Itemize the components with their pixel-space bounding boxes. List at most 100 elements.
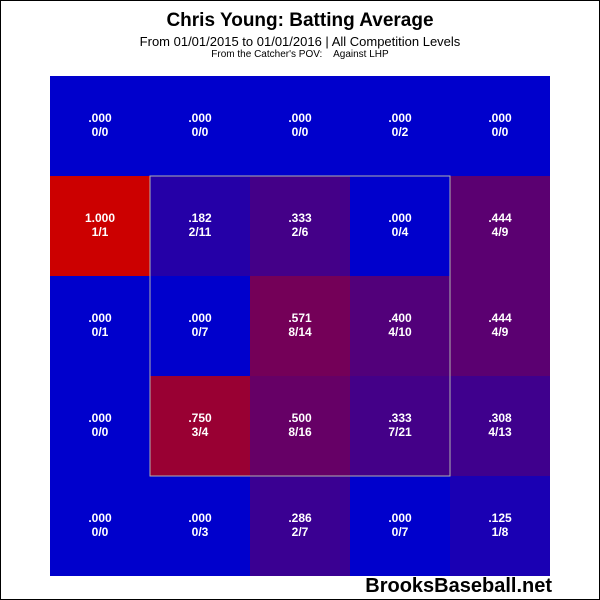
zone-cell-fill [50,176,150,276]
watermark: BrooksBaseball.net [365,575,552,597]
cell-average-label: .000 [188,111,212,125]
cell-ratio-label: 8/14 [288,325,312,339]
split-note: Against LHP [333,49,389,60]
cell-average-label: .286 [288,511,312,525]
cell-ratio-label: 0/7 [392,525,409,539]
zone-cell-fill [150,176,250,276]
cell-average-label: .000 [388,111,412,125]
chart-title: Chris Young: Batting Average [166,10,434,31]
cell-ratio-label: 3/4 [192,425,209,439]
cell-ratio-label: 2/11 [189,225,212,239]
cell-average-label: .500 [288,411,312,425]
zone-cell-fill [250,376,350,476]
zone-cell-fill [150,276,250,376]
chart-note: From the Catcher's POV: Against LHP [0,49,600,60]
zone-cell-fill [250,176,350,276]
zone-cell-fill [350,176,450,276]
cell-ratio-label: 1/8 [492,525,509,539]
cell-average-label: .000 [88,111,112,125]
zone-cell-fill [450,76,550,176]
cell-ratio-label: 2/7 [292,525,309,539]
cell-ratio-label: 7/21 [388,425,412,439]
cell-average-label: .400 [388,311,412,325]
zone-cell-fill [350,76,450,176]
cell-average-label: .000 [88,311,112,325]
zone-cell-fill [50,76,150,176]
zone-cell-fill [450,276,550,376]
zone-cell-fill [250,276,350,376]
cell-average-label: .000 [288,111,312,125]
cell-average-label: .333 [288,211,312,225]
cell-average-label: .571 [288,311,312,325]
cell-ratio-label: 4/13 [488,425,512,439]
zone-cell-fill [250,476,350,576]
zone-cell-fill [350,476,450,576]
cell-average-label: .000 [88,411,112,425]
cell-ratio-label: 0/2 [392,125,409,139]
cell-average-label: .308 [488,411,512,425]
chart-subtitle: From 01/01/2015 to 01/01/2016 | All Comp… [139,34,461,49]
cell-average-label: .000 [88,511,112,525]
cell-ratio-label: 2/6 [292,225,309,239]
cell-average-label: .000 [388,211,412,225]
zone-cell-fill [50,276,150,376]
cell-ratio-label: 0/7 [192,325,209,339]
zone-cell-fill [450,476,550,576]
cell-ratio-label: 1/1 [92,225,109,239]
pov-note: From the Catcher's POV: [211,49,323,60]
zone-cell-fill [50,376,150,476]
zone-cell-fill [50,476,150,576]
zone-cell-fill [450,376,550,476]
cell-average-label: .125 [488,511,512,525]
cell-ratio-label: 4/10 [388,325,412,339]
cell-average-label: .444 [488,311,512,325]
cell-average-label: .000 [488,111,512,125]
cell-ratio-label: 0/0 [492,125,509,139]
cell-average-label: .000 [188,311,212,325]
cell-ratio-label: 0/3 [192,525,209,539]
zone-cell-fill [350,376,450,476]
zone-cell-fill [350,276,450,376]
zone-cell-fill [250,76,350,176]
cell-average-label: .444 [488,211,512,225]
cell-average-label: .000 [188,511,212,525]
cell-average-label: .750 [188,411,212,425]
cell-ratio-label: 0/0 [92,525,109,539]
cell-ratio-label: 0/0 [92,125,109,139]
zone-cell-fill [450,176,550,276]
strike-zone-outline [149,175,451,477]
cell-ratio-label: 0/4 [392,225,409,239]
cell-average-label: 1.000 [85,211,115,225]
zone-cell-fill [150,376,250,476]
cell-ratio-label: 4/9 [492,325,509,339]
zone-cell-fill [150,76,250,176]
cell-ratio-label: 0/0 [192,125,209,139]
cell-ratio-label: 4/9 [492,225,509,239]
